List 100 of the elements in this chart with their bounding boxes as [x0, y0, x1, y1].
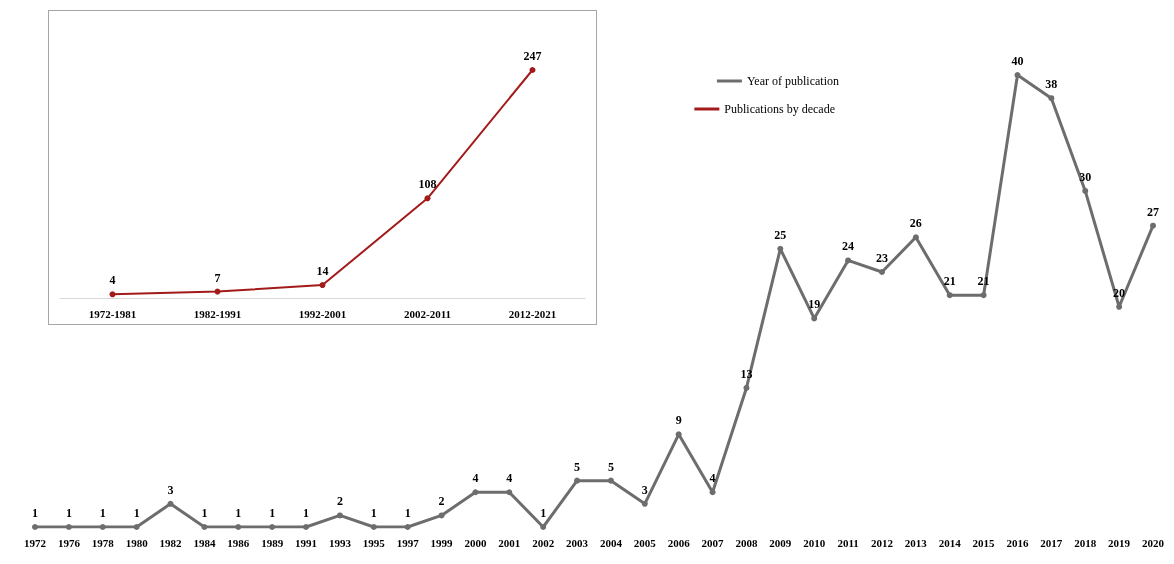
point — [980, 292, 987, 299]
point — [133, 524, 140, 530]
data-label: 38 — [1045, 77, 1058, 92]
point — [1014, 72, 1021, 78]
point — [269, 524, 276, 530]
x-tick-label: 2011 — [837, 536, 859, 549]
x-tick-label: 2008 — [735, 536, 758, 549]
point — [574, 477, 581, 484]
x-tick-label: 2002-2011 — [403, 307, 452, 320]
x-tick-label: 2013 — [904, 536, 928, 549]
x-tick-label: 1992-2001 — [298, 307, 347, 320]
x-tick-label: 1982-1991 — [193, 307, 242, 320]
point — [32, 524, 38, 530]
x-tick-label: 2003 — [566, 536, 589, 549]
data-label: 5 — [574, 459, 581, 474]
point — [404, 524, 411, 530]
point — [201, 524, 208, 530]
point — [743, 384, 750, 391]
data-label: 26 — [909, 216, 922, 231]
x-tick-label: 1993 — [328, 536, 352, 549]
data-label: 4 — [709, 471, 716, 486]
point — [709, 489, 716, 496]
data-label: 14 — [316, 264, 329, 279]
x-tick-label: 2015 — [972, 536, 996, 549]
x-tick-label: 1999 — [430, 536, 454, 549]
point — [675, 431, 682, 438]
data-label: 1 — [540, 506, 547, 520]
point — [912, 234, 919, 241]
data-label: 1 — [404, 506, 411, 520]
point — [438, 512, 445, 519]
x-tick-label: 2012-2021 — [508, 307, 557, 320]
data-label: 5 — [607, 459, 614, 474]
data-label: 108 — [418, 177, 437, 192]
legend-label: Year of publication — [746, 74, 840, 88]
data-label: 9 — [675, 413, 682, 428]
point — [109, 291, 116, 298]
point — [777, 245, 784, 252]
point — [99, 524, 106, 530]
x-tick-label: 2014 — [938, 536, 962, 549]
x-tick-label: 2001 — [498, 536, 521, 549]
data-label: 3 — [641, 482, 648, 497]
point — [370, 524, 377, 530]
data-label: 21 — [943, 274, 956, 289]
x-tick-label: 1982 — [159, 536, 183, 549]
data-label: 40 — [1011, 54, 1024, 68]
x-tick-label: 2002 — [532, 536, 555, 549]
data-label: 1 — [303, 506, 310, 520]
x-tick-label: 2010 — [803, 536, 826, 549]
data-label: 2 — [438, 494, 445, 509]
point — [607, 477, 614, 484]
data-label: 4 — [472, 471, 479, 486]
point — [424, 195, 431, 202]
x-tick-label: 2019 — [1108, 536, 1131, 549]
point — [529, 67, 536, 73]
x-tick-label: 2018 — [1074, 536, 1097, 549]
point — [946, 292, 953, 299]
data-label: 2 — [336, 494, 343, 509]
x-tick-label: 2020 — [1142, 536, 1165, 549]
data-label: 4 — [109, 273, 116, 288]
data-label: 1 — [133, 506, 140, 520]
point — [65, 524, 72, 530]
data-label: 1 — [65, 506, 72, 520]
data-label: 4 — [506, 471, 513, 486]
point — [472, 489, 479, 496]
x-tick-label: 2012 — [870, 536, 894, 549]
x-tick-label: 1972-1981 — [88, 307, 137, 320]
x-tick-label: 1989 — [261, 536, 284, 549]
point — [1048, 95, 1055, 102]
data-label: 7 — [214, 270, 221, 285]
point — [235, 524, 242, 530]
data-label: 1 — [32, 506, 38, 520]
x-tick-label: 2004 — [599, 536, 623, 549]
data-label: 247 — [523, 49, 542, 63]
point — [506, 489, 513, 496]
data-label: 19 — [808, 297, 821, 312]
x-tick-label: 2006 — [667, 536, 691, 549]
x-tick-label: 2017 — [1040, 536, 1063, 549]
x-tick-label: 2009 — [769, 536, 792, 549]
point — [845, 257, 852, 264]
data-label: 1 — [235, 506, 242, 520]
point — [1150, 222, 1156, 229]
data-label: 25 — [774, 227, 787, 242]
legend-label: Publications by decade — [724, 102, 835, 116]
x-tick-label: 1986 — [227, 536, 250, 549]
x-tick-label: 2016 — [1006, 536, 1029, 549]
point — [319, 282, 326, 289]
x-tick-label: 2005 — [633, 536, 657, 549]
x-tick-label: 2007 — [701, 536, 725, 549]
point — [214, 288, 221, 295]
point — [1082, 187, 1089, 194]
data-label: 23 — [875, 251, 888, 266]
point — [167, 500, 174, 507]
x-tick-label: 1976 — [57, 536, 81, 549]
x-tick-label: 1995 — [362, 536, 386, 549]
point — [811, 315, 818, 322]
data-label: 1 — [269, 506, 276, 520]
x-tick-label: 1980 — [125, 536, 149, 549]
data-label: 1 — [370, 506, 377, 520]
point — [336, 512, 343, 519]
point — [878, 269, 885, 276]
